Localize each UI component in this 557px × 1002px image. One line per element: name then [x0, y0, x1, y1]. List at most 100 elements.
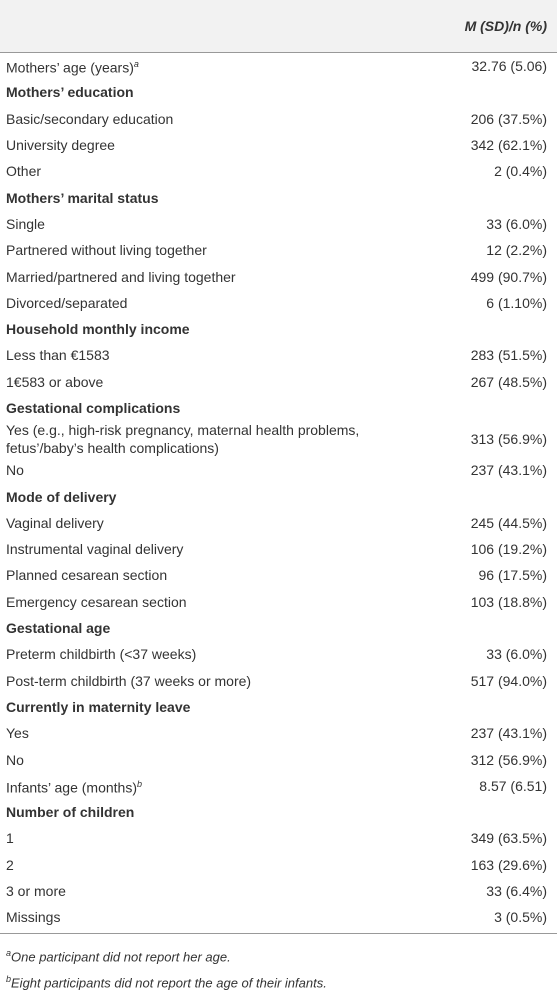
row-label: Infants’ age (months)b: [0, 773, 390, 799]
footnote-mark: a: [6, 947, 12, 958]
data-row: Instrumental vaginal delivery 106 (19.2%): [0, 536, 557, 562]
data-row: Partnered without living together 12 (2.2…: [0, 237, 557, 263]
label-text: 1€583 or above: [6, 373, 104, 390]
label-text: University degree: [6, 137, 115, 154]
label-text: 2: [6, 856, 14, 873]
row-value: 6 (1.10%): [390, 290, 557, 316]
row-label: Mode of delivery: [0, 483, 390, 509]
value-text: 206 (37.5%): [470, 110, 547, 127]
label-text: Infants’ age (months): [6, 779, 137, 796]
data-row: No 237 (43.1%): [0, 457, 557, 483]
footnote-mark: a: [133, 59, 139, 70]
value-text: 103 (18.8%): [470, 593, 547, 610]
row-value: 517 (94.0%): [390, 668, 557, 694]
row-value: 313 (56.9%): [390, 421, 557, 457]
row-value: 96 (17.5%): [390, 562, 557, 588]
data-row: Infants’ age (months)b 8.57 (6.51): [0, 773, 557, 799]
value-text: 96 (17.5%): [478, 567, 547, 584]
section-row: Number of children: [0, 799, 557, 825]
row-value: 2 (0.4%): [390, 158, 557, 184]
label-text: 3 or more: [6, 883, 66, 900]
row-label: Yes: [0, 720, 390, 746]
row-value: 206 (37.5%): [390, 106, 557, 132]
value-text: 163 (29.6%): [470, 856, 547, 873]
label-text: Household monthly income: [6, 321, 190, 338]
label-text: No: [6, 751, 24, 768]
label-text: Currently in maternity leave: [6, 698, 191, 715]
row-value: [390, 799, 557, 825]
row-label: Other: [0, 158, 390, 184]
row-value: 3 (0.5%): [390, 904, 557, 934]
section-row: Mothers’ marital status: [0, 184, 557, 210]
value-text: 312 (56.9%): [470, 751, 547, 768]
row-label: Yes (e.g., high-risk pregnancy, maternal…: [0, 421, 390, 457]
value-text: 237 (43.1%): [470, 462, 547, 479]
row-value: 8.57 (6.51): [390, 773, 557, 799]
label-text: 1: [6, 830, 14, 847]
row-value: [390, 316, 557, 342]
demographics-table: M (SD)/n (%) Mothers’ age (years)a 32.76 …: [0, 0, 557, 934]
value-text: 33 (6.4%): [486, 883, 547, 900]
data-row: Post-term childbirth (37 weeks or more) 5…: [0, 668, 557, 694]
value-text: 342 (62.1%): [470, 137, 547, 154]
row-label: 3 or more: [0, 878, 390, 904]
row-value: [390, 615, 557, 641]
row-label: No: [0, 457, 390, 483]
row-label: Currently in maternity leave: [0, 694, 390, 720]
row-value: 283 (51.5%): [390, 342, 557, 368]
data-row: Less than €1583 283 (51.5%): [0, 342, 557, 368]
row-label: Mothers’ age (years)a: [0, 53, 390, 80]
row-label: 2: [0, 852, 390, 878]
data-row: Mothers’ age (years)a 32.76 (5.06): [0, 53, 557, 80]
footnote-mark: b: [137, 779, 143, 790]
value-text: 283 (51.5%): [470, 347, 547, 364]
row-value: 103 (18.8%): [390, 589, 557, 615]
data-row: 1€583 or above 267 (48.5%): [0, 369, 557, 395]
row-label: No: [0, 746, 390, 772]
row-label: Mothers’ marital status: [0, 184, 390, 210]
label-text: Gestational complications: [6, 400, 181, 416]
value-text: 3 (0.5%): [494, 909, 547, 926]
row-label: Partnered without living together: [0, 237, 390, 263]
row-label: Mothers’ education: [0, 79, 390, 105]
value-text: 499 (90.7%): [470, 268, 547, 285]
row-label: Number of children: [0, 799, 390, 825]
label-text: Partnered without living together: [6, 242, 207, 259]
row-label: Post-term childbirth (37 weeks or more): [0, 668, 390, 694]
label-text: Divorced/separated: [6, 294, 128, 311]
value-text: 2 (0.4%): [494, 163, 547, 180]
data-row: Basic/secondary education 206 (37.5%): [0, 106, 557, 132]
value-text: 237 (43.1%): [470, 725, 547, 742]
row-label: Gestational age: [0, 615, 390, 641]
row-label: Preterm childbirth (<37 weeks): [0, 641, 390, 667]
row-value: 32.76 (5.06): [390, 53, 557, 80]
row-value: [390, 395, 557, 421]
label-text: Other: [6, 163, 42, 180]
data-row: Single 33 (6.0%): [0, 211, 557, 237]
header-row: M (SD)/n (%): [0, 0, 557, 53]
row-value: 33 (6.0%): [390, 641, 557, 667]
row-label: Divorced/separated: [0, 290, 390, 316]
data-row: Vaginal delivery 245 (44.5%): [0, 510, 557, 536]
data-row: Emergency cesarean section 103 (18.8%): [0, 589, 557, 615]
header-value: M (SD)/n (%): [390, 0, 557, 53]
section-row: Mode of delivery: [0, 483, 557, 509]
row-value: 12 (2.2%): [390, 237, 557, 263]
label-text: Instrumental vaginal delivery: [6, 541, 184, 558]
row-value: 163 (29.6%): [390, 852, 557, 878]
label-text: Gestational age: [6, 620, 111, 637]
row-label: 1€583 or above: [0, 369, 390, 395]
value-text: 106 (19.2%): [470, 541, 547, 558]
data-row: 3 or more 33 (6.4%): [0, 878, 557, 904]
label-text: Married/partnered and living together: [6, 268, 236, 285]
row-label: University degree: [0, 132, 390, 158]
label-text: Mothers’ age (years): [6, 59, 134, 76]
footnote: bEight participants did not report the a…: [0, 968, 557, 994]
data-row: 1 349 (63.5%): [0, 825, 557, 851]
label-text: Single: [6, 215, 45, 232]
value-text: 245 (44.5%): [470, 514, 547, 531]
footnote-text: One participant did not report her age.: [11, 948, 231, 964]
label-text: Less than €1583: [6, 347, 110, 364]
label-text: Planned cesarean section: [6, 567, 168, 584]
footnote-mark: b: [6, 973, 12, 984]
